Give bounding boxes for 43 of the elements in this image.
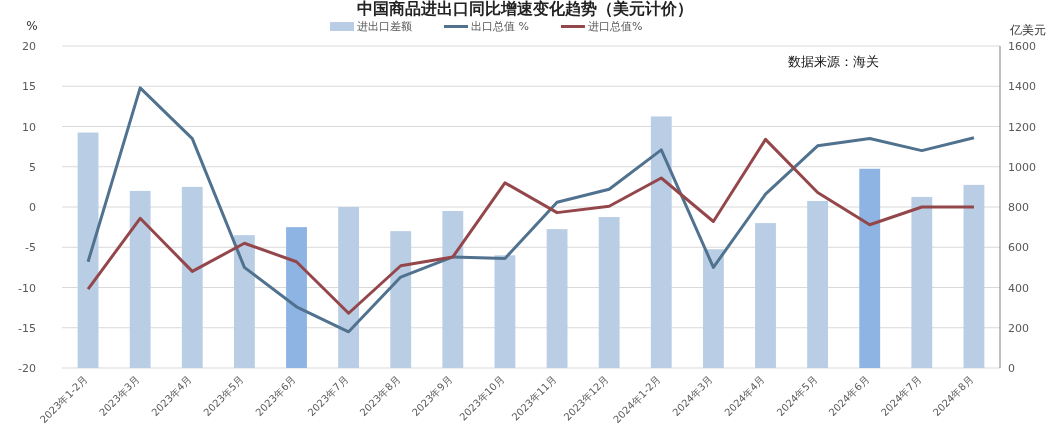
y-tick-label: 10 [22,120,36,134]
y-tick-label: 5 [29,160,36,174]
y2-tick-label: 1200 [1008,120,1036,134]
bar [390,231,412,368]
y2-tick-label: 0 [1008,362,1015,375]
chart-title: 中国商品进出口同比增速变化趋势（美元计价） [356,0,693,18]
y-tick-label: -5 [25,241,36,255]
bar [859,168,881,368]
legend-label: 出口总值 % [471,20,529,33]
bar [77,132,99,368]
y2-tick-label: 600 [1008,241,1029,255]
bar [286,227,307,368]
y-tick-label: -20 [18,362,36,375]
y2-tick-label: 800 [1008,201,1029,214]
bar [598,217,620,368]
y2-tick-label: 1400 [1008,80,1036,94]
y2-axis-title: 亿美元 [1009,23,1046,37]
bar [233,235,255,368]
annotation: 数据来源：海关 [788,54,879,69]
bar [911,196,933,368]
y-tick-label: -10 [18,281,36,295]
bar [546,229,568,368]
bar [442,211,464,368]
y-tick-label: 15 [22,80,36,94]
y-axis-title: % [26,19,38,33]
bar [129,190,151,368]
bar [755,223,776,368]
bar [494,255,516,368]
bar [650,116,672,368]
y2-tick-label: 400 [1008,281,1029,295]
legend-label: 进口总值% [587,20,643,33]
y-tick-label: -15 [18,321,36,335]
bar [181,186,203,368]
bar [963,184,985,368]
bar [702,249,724,368]
y-tick-label: 20 [22,40,36,53]
legend-label: 进出口差额 [357,20,412,33]
bar [807,200,829,368]
y2-tick-label: 200 [1008,321,1029,335]
y-tick-label: 0 [29,201,36,214]
bar [338,207,360,368]
y2-tick-label: 1600 [1008,40,1036,53]
y2-tick-label: 1000 [1008,160,1036,174]
